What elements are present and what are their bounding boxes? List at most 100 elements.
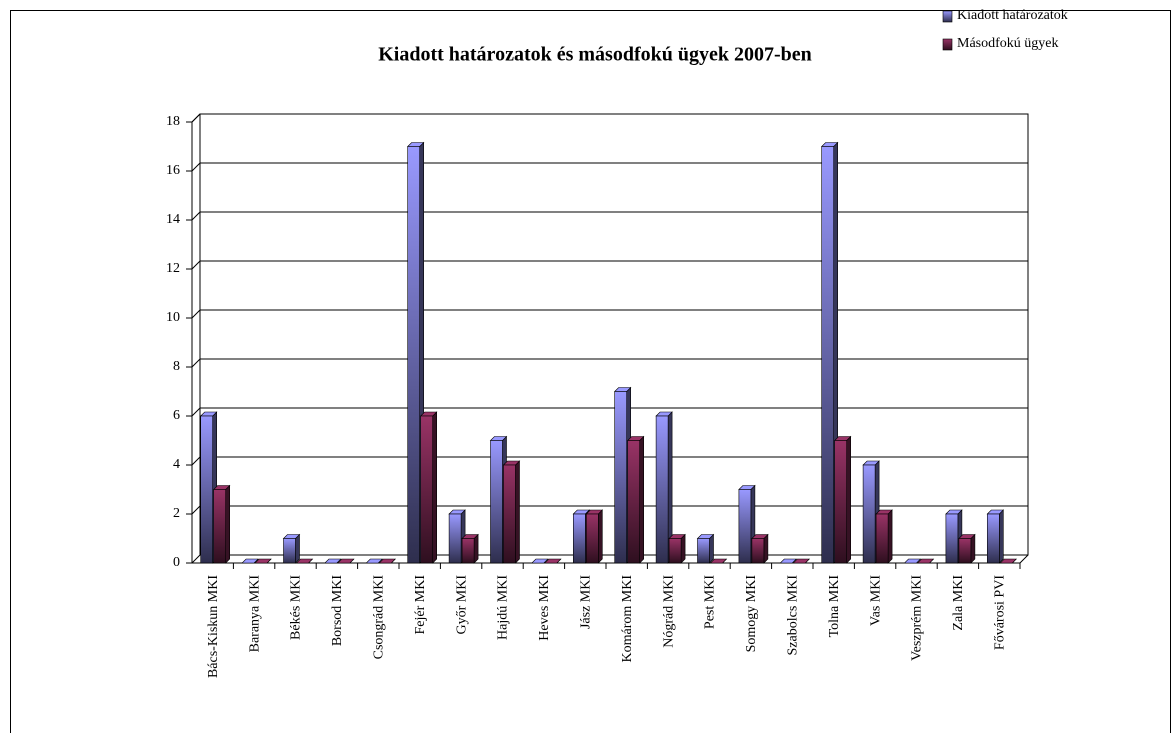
y-tick-label: 12 bbox=[166, 261, 180, 276]
bar-top bbox=[792, 558, 811, 564]
grid-line bbox=[191, 358, 201, 368]
y-tick-label: 4 bbox=[173, 457, 180, 472]
grid-line bbox=[191, 505, 201, 515]
bar-top bbox=[903, 558, 922, 564]
bar-side bbox=[295, 533, 300, 564]
bar bbox=[420, 415, 434, 564]
grid-line bbox=[191, 113, 201, 123]
bar-side bbox=[515, 460, 520, 564]
bar bbox=[986, 513, 1000, 564]
x-tick-label: Győr MKI bbox=[454, 575, 469, 635]
bar-side bbox=[999, 509, 1004, 564]
legend-label: Másodfokú ügyek bbox=[957, 36, 1059, 51]
bar bbox=[627, 440, 641, 564]
x-tick-label: Nógrád MKI bbox=[661, 575, 676, 648]
bar-top bbox=[709, 558, 728, 564]
bar bbox=[945, 513, 959, 564]
bar bbox=[655, 415, 669, 564]
bar-top bbox=[531, 558, 549, 564]
bar bbox=[958, 538, 972, 564]
x-tick-label: Fejér MKI bbox=[413, 575, 428, 635]
bar-top bbox=[254, 558, 272, 564]
x-tick-label: Vas MKI bbox=[868, 575, 883, 626]
bar bbox=[490, 440, 503, 564]
bar bbox=[821, 146, 835, 564]
grid-line bbox=[191, 211, 201, 221]
bar-side bbox=[887, 509, 893, 564]
bar bbox=[503, 464, 516, 564]
bar bbox=[614, 391, 628, 564]
legend-label: Kiadott határozatok bbox=[957, 8, 1068, 23]
bar-top bbox=[779, 558, 798, 564]
legend-swatch bbox=[942, 38, 953, 51]
y-tick-label: 16 bbox=[166, 163, 180, 178]
bar-top bbox=[324, 558, 342, 564]
bar bbox=[738, 489, 752, 564]
bar bbox=[200, 415, 213, 564]
bar bbox=[668, 538, 682, 564]
bar bbox=[283, 538, 296, 564]
x-tick-label: Pest MKI bbox=[703, 575, 718, 629]
x-tick-label: Békés MKI bbox=[289, 575, 304, 640]
grid-line bbox=[191, 456, 201, 466]
x-tick-label: Heves MKI bbox=[537, 575, 552, 641]
x-tick-label: Bács-Kiskun MKI bbox=[206, 575, 221, 678]
bar bbox=[834, 440, 848, 564]
bar-side bbox=[970, 533, 976, 564]
bar-top bbox=[378, 558, 397, 564]
x-tick-label: Fővárosi PVI bbox=[993, 575, 1008, 650]
bar bbox=[213, 489, 226, 564]
y-tick-label: 2 bbox=[173, 506, 180, 521]
grid-line bbox=[191, 309, 201, 319]
bar-side bbox=[473, 533, 479, 564]
side-wall bbox=[191, 113, 201, 563]
bar bbox=[862, 464, 876, 564]
grid-line bbox=[191, 162, 201, 172]
bar-side bbox=[709, 533, 714, 564]
bar-top bbox=[365, 558, 384, 564]
grid-line bbox=[191, 407, 201, 417]
y-tick-label: 18 bbox=[166, 114, 180, 129]
x-tick-label: Borsod MKI bbox=[330, 575, 345, 647]
bar-side bbox=[680, 533, 686, 564]
back-wall bbox=[199, 113, 1029, 556]
bar-top bbox=[241, 558, 259, 564]
bar bbox=[875, 513, 889, 564]
bar-top bbox=[295, 558, 314, 564]
bar-top bbox=[544, 558, 562, 564]
x-tick-label: Csongrád MKI bbox=[372, 575, 387, 660]
bar-side bbox=[763, 533, 769, 564]
bar-side bbox=[225, 484, 230, 564]
y-tick-label: 8 bbox=[173, 359, 180, 374]
bar bbox=[448, 513, 462, 564]
x-tick-label: Tolna MKI bbox=[827, 575, 842, 638]
y-tick-label: 14 bbox=[166, 212, 180, 227]
x-tick-label: Zala MKI bbox=[951, 575, 966, 631]
bar bbox=[697, 538, 710, 564]
x-tick-label: Somogy MKI bbox=[744, 575, 759, 653]
bar-top bbox=[916, 558, 935, 564]
x-tick-label: Hajdú MKI bbox=[496, 575, 511, 640]
bar bbox=[572, 513, 586, 564]
bar-side bbox=[432, 411, 437, 564]
x-tick-label: Veszprém MKI bbox=[910, 575, 925, 661]
chart-title: Kiadott határozatok és másodfokú ügyek 2… bbox=[378, 44, 812, 66]
bar bbox=[461, 538, 475, 564]
grid-line bbox=[191, 554, 201, 564]
legend-swatch bbox=[942, 10, 953, 23]
y-tick-label: 0 bbox=[173, 555, 180, 570]
bar bbox=[407, 146, 421, 564]
grid-line bbox=[191, 260, 201, 270]
x-tick-label: Szabolcs MKI bbox=[786, 575, 801, 656]
bar-side bbox=[639, 435, 644, 564]
bar-side bbox=[598, 509, 603, 564]
y-tick-label: 10 bbox=[166, 310, 180, 325]
bar bbox=[585, 513, 599, 564]
bar-top bbox=[337, 558, 355, 564]
bar bbox=[751, 538, 765, 564]
y-tick-label: 6 bbox=[173, 408, 180, 423]
x-tick-label: Jász MKI bbox=[579, 575, 594, 629]
x-tick-label: Baranya MKI bbox=[247, 575, 262, 653]
x-tick-label: Komárom MKI bbox=[620, 575, 635, 663]
